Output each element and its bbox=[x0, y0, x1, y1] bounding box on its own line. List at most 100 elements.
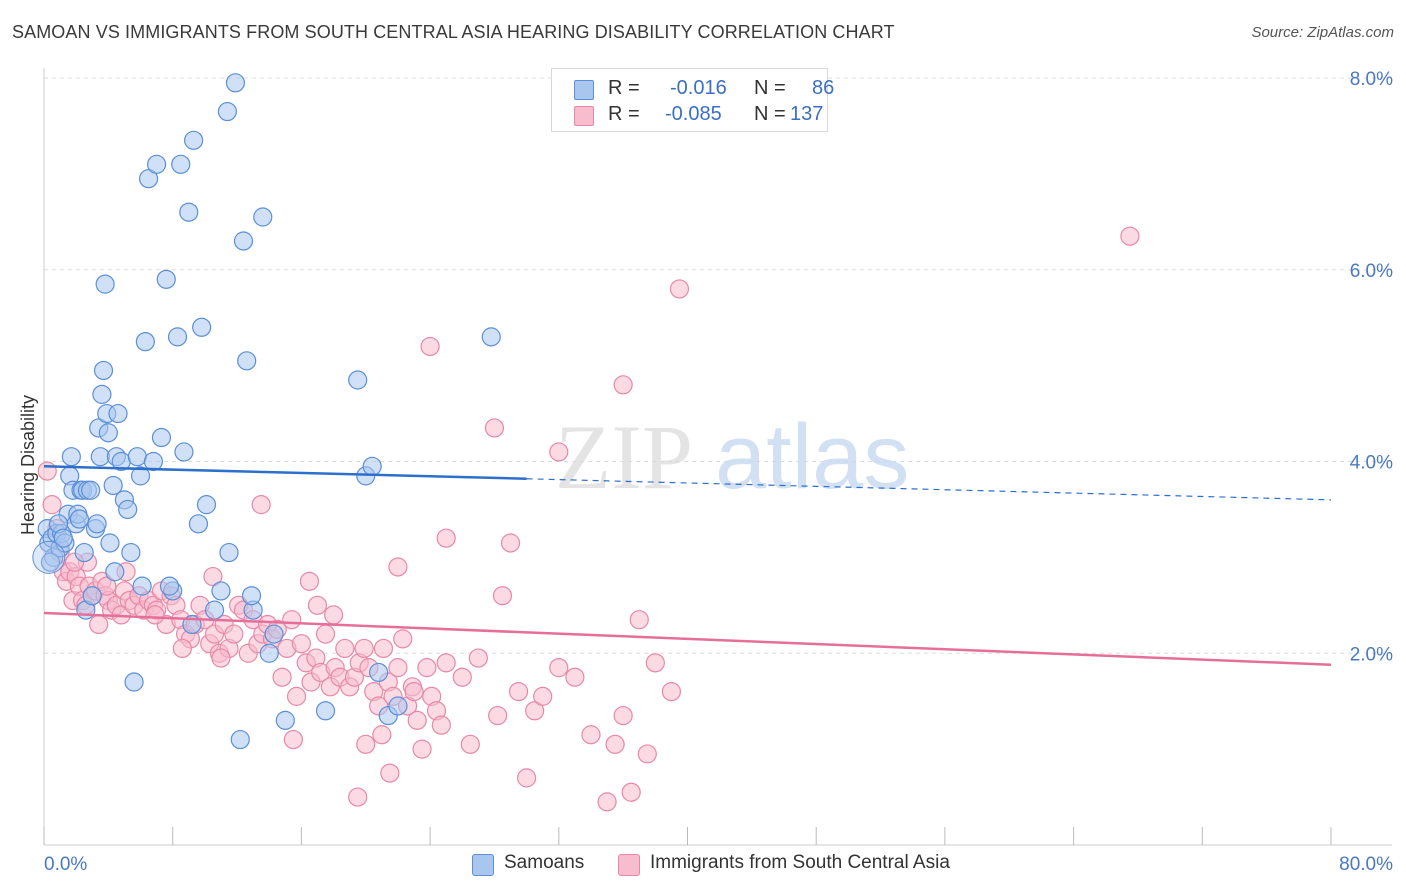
samoans-legend-swatch bbox=[472, 854, 494, 876]
immigrants-point bbox=[388, 557, 408, 577]
samoans-point bbox=[147, 154, 167, 174]
immigrants-point bbox=[492, 586, 513, 606]
immigrants-trend-line bbox=[43, 611, 1332, 667]
tick-labels: 2.0% 4.0% 6.0% 8.0% 0.0% 80.0% bbox=[44, 69, 1393, 875]
samoans-point bbox=[151, 427, 172, 448]
immigrants-point bbox=[436, 528, 456, 548]
immigrants-point bbox=[500, 533, 521, 553]
samoans-point bbox=[192, 317, 212, 337]
immigrants-point bbox=[460, 734, 480, 754]
samoans-point bbox=[219, 542, 239, 563]
immigrants-point bbox=[517, 768, 537, 788]
immigrants-point bbox=[380, 763, 400, 783]
n-value: 86 bbox=[812, 77, 835, 99]
immigrants-point bbox=[307, 595, 328, 615]
immigrants-point bbox=[356, 734, 376, 754]
samoans-point bbox=[143, 451, 163, 472]
y-tick-label: 4.0% bbox=[1350, 453, 1393, 474]
immigrants-point bbox=[629, 610, 649, 630]
samoans-point bbox=[61, 447, 81, 467]
samoans-points bbox=[32, 73, 501, 750]
samoans-point bbox=[121, 542, 141, 563]
immigrants-point bbox=[549, 442, 569, 462]
samoans-point bbox=[90, 447, 110, 467]
samoans-point bbox=[74, 542, 94, 563]
samoans-point bbox=[100, 533, 120, 553]
immigrants-point bbox=[203, 566, 223, 587]
samoans-point bbox=[174, 442, 194, 462]
n-value: 137 bbox=[790, 103, 824, 125]
samoans-point bbox=[135, 332, 155, 352]
samoans-point bbox=[217, 101, 237, 122]
y-tick-label: 8.0% bbox=[1350, 69, 1393, 90]
r-value: -0.016 bbox=[670, 77, 727, 99]
samoans-point bbox=[481, 327, 501, 347]
watermark-atlas: atlas bbox=[715, 406, 909, 508]
samoans-point bbox=[103, 475, 123, 496]
trend-lines bbox=[43, 465, 1332, 667]
immigrants-point bbox=[621, 782, 641, 802]
samoans-point bbox=[179, 202, 199, 222]
source-label: Source: ZipAtlas.com bbox=[1251, 24, 1394, 41]
samoans-point bbox=[259, 643, 279, 663]
y-axis-label: Hearing Disability bbox=[18, 395, 38, 535]
samoans-point bbox=[211, 581, 231, 601]
y-tick-label: 2.0% bbox=[1350, 644, 1393, 665]
samoans-point bbox=[188, 514, 209, 534]
immigrants-point bbox=[211, 648, 231, 668]
samoans-point bbox=[81, 480, 101, 500]
chart-title: SAMOAN VS IMMIGRANTS FROM SOUTH CENTRAL … bbox=[12, 22, 895, 42]
watermark-zip: ZIP bbox=[555, 406, 693, 508]
samoans-point bbox=[98, 423, 118, 443]
samoans-point bbox=[132, 576, 152, 596]
immigrants-point bbox=[533, 686, 553, 706]
immigrants-point bbox=[282, 610, 302, 630]
immigrants-point bbox=[508, 681, 529, 702]
immigrants-point bbox=[354, 638, 374, 659]
samoans-point bbox=[156, 269, 176, 289]
immigrants-point bbox=[412, 739, 432, 759]
samoans-point bbox=[171, 154, 191, 174]
samoans-point bbox=[130, 466, 151, 486]
immigrants-point bbox=[661, 681, 682, 702]
immigrants-point bbox=[525, 701, 545, 721]
samoans-point bbox=[369, 662, 389, 683]
samoans-point bbox=[127, 447, 147, 467]
immigrants-point bbox=[145, 605, 165, 625]
immigrants-point bbox=[420, 336, 440, 357]
immigrants-legend-swatch bbox=[618, 854, 640, 876]
samoans-point bbox=[95, 274, 115, 294]
samoans-point bbox=[167, 327, 188, 347]
r-label: R = bbox=[608, 77, 640, 99]
samoans-trend-line bbox=[43, 465, 527, 481]
samoans-point bbox=[253, 207, 273, 227]
immigrants-point bbox=[286, 686, 307, 706]
immigrants-swatch bbox=[574, 106, 594, 126]
samoans-swatch bbox=[574, 80, 594, 100]
samoans-point bbox=[362, 456, 382, 476]
stats-legend: R = -0.016 N = 86 R = -0.085 N = 137 bbox=[551, 68, 834, 132]
immigrants-point bbox=[291, 634, 311, 654]
immigrants-point bbox=[89, 614, 109, 635]
immigrants-point bbox=[404, 681, 424, 702]
r-label: R = bbox=[608, 103, 640, 125]
legend-label: Immigrants from South Central Asia bbox=[650, 852, 950, 873]
immigrants-point bbox=[645, 653, 665, 673]
samoans-point bbox=[53, 528, 73, 548]
x-tick-label: 0.0% bbox=[44, 854, 87, 875]
immigrants-point bbox=[436, 653, 456, 673]
axes bbox=[43, 68, 1392, 846]
immigrants-point bbox=[172, 638, 192, 659]
immigrants-point bbox=[637, 744, 657, 764]
immigrants-point bbox=[468, 648, 488, 668]
immigrants-point bbox=[37, 461, 57, 481]
immigrants-point bbox=[605, 734, 625, 754]
immigrants-point bbox=[388, 658, 408, 678]
samoans-point bbox=[105, 562, 125, 582]
immigrants-point bbox=[549, 658, 569, 678]
immigrants-point bbox=[299, 571, 320, 591]
samoans-point bbox=[196, 495, 217, 515]
samoans-point bbox=[237, 351, 257, 371]
samoans-point bbox=[230, 729, 250, 750]
